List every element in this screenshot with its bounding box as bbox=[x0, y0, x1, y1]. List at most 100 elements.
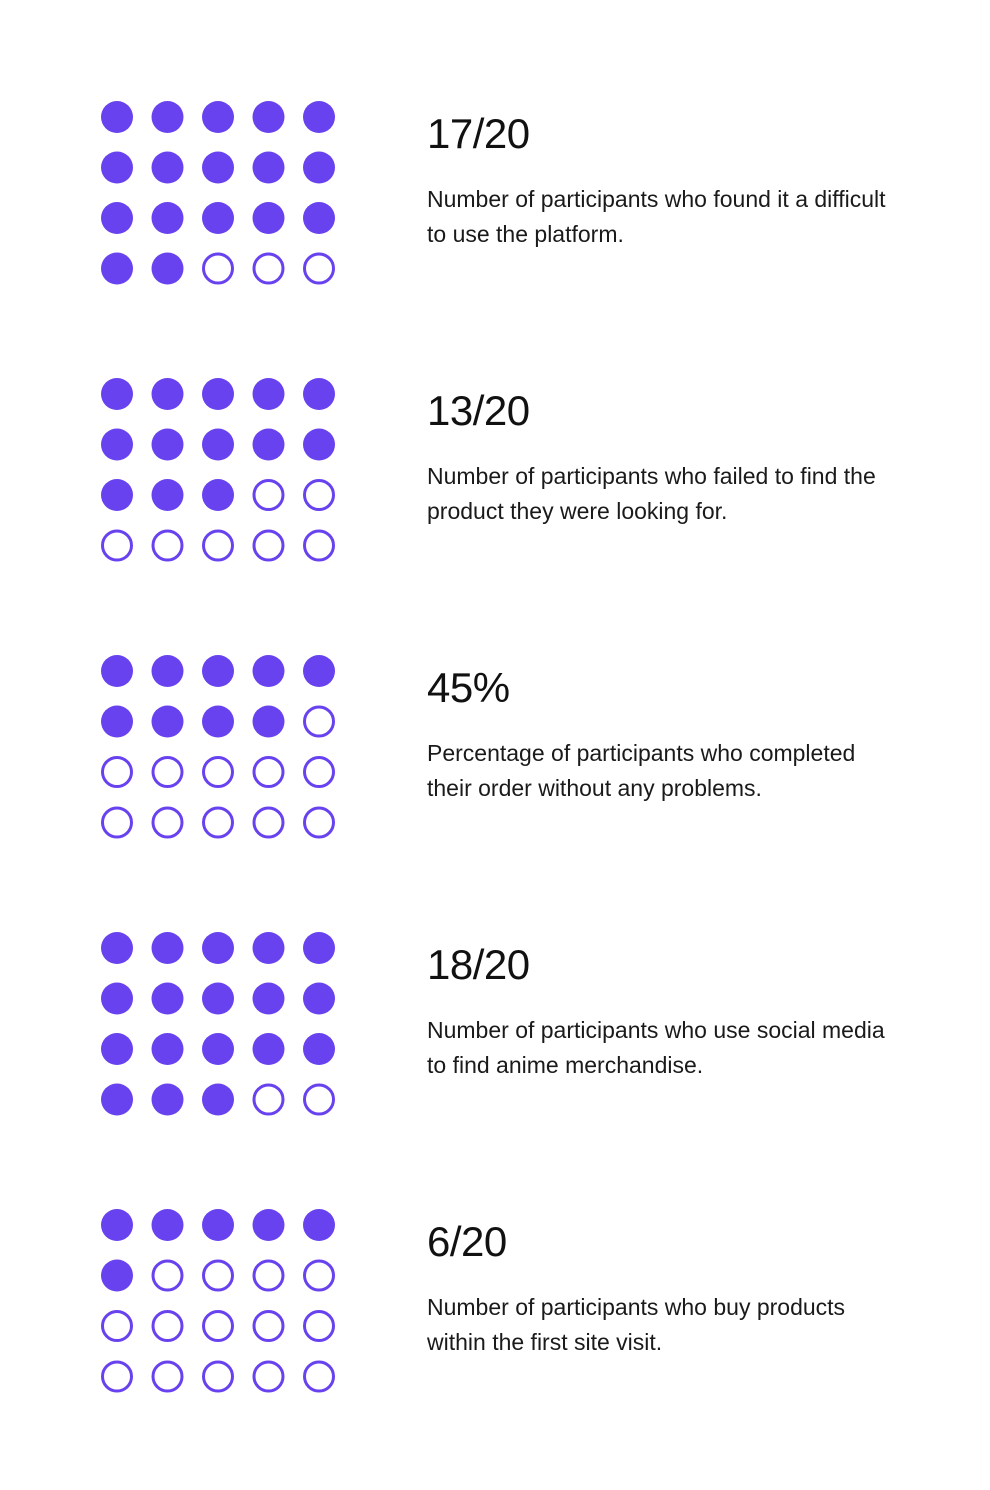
dot-empty bbox=[151, 756, 184, 788]
dot-empty bbox=[101, 529, 133, 562]
dot-empty bbox=[101, 1360, 133, 1393]
dot-filled bbox=[202, 101, 234, 133]
dot-empty bbox=[252, 1083, 285, 1116]
dot-empty bbox=[303, 756, 335, 788]
stat-description: Percentage of participants who completed… bbox=[427, 740, 856, 801]
stat-description: Number of participants who failed to fin… bbox=[427, 463, 876, 524]
dot-filled bbox=[252, 1209, 285, 1241]
dot-empty bbox=[202, 806, 234, 839]
stat-block: 6/20 Number of participants who buy prod… bbox=[0, 1208, 990, 1408]
dot-filled bbox=[101, 1259, 133, 1292]
dot-filled bbox=[252, 428, 285, 461]
stat-value: 17/20 bbox=[427, 110, 530, 157]
dot-filled bbox=[303, 655, 335, 687]
dot-empty bbox=[101, 1310, 133, 1342]
dot-filled bbox=[303, 428, 335, 461]
dot-filled bbox=[252, 101, 285, 133]
dot-matrix-svg bbox=[101, 655, 335, 839]
dot-empty bbox=[303, 1360, 335, 1393]
stat-value: 6/20 bbox=[427, 1218, 507, 1265]
dot-filled bbox=[151, 101, 184, 133]
dot-filled bbox=[252, 1033, 285, 1065]
dot-empty bbox=[101, 806, 133, 839]
stat-block: 18/20 Number of participants who use soc… bbox=[0, 931, 990, 1131]
dot-filled bbox=[202, 1083, 234, 1116]
dot-empty bbox=[252, 806, 285, 839]
dot-grid bbox=[100, 654, 335, 839]
dot-filled bbox=[202, 151, 234, 184]
dot-grid bbox=[100, 1208, 335, 1393]
dot-empty bbox=[151, 1259, 184, 1292]
dot-empty bbox=[202, 252, 234, 285]
dot-matrix-svg bbox=[101, 101, 335, 285]
dot-filled bbox=[101, 428, 133, 461]
dot-empty bbox=[303, 252, 335, 285]
dot-filled bbox=[101, 101, 133, 133]
dot-empty bbox=[252, 756, 285, 788]
dot-filled bbox=[151, 479, 184, 511]
stat-description: Number of participants who use social me… bbox=[427, 1017, 885, 1078]
dot-empty bbox=[252, 1259, 285, 1292]
stat-block: 45% Percentage of participants who compl… bbox=[0, 654, 990, 854]
stat-text: 13/20 Number of participants who failed … bbox=[427, 377, 897, 529]
dot-filled bbox=[101, 1083, 133, 1116]
dot-filled bbox=[252, 378, 285, 410]
dot-empty bbox=[303, 806, 335, 839]
stat-block: 17/20 Number of participants who found i… bbox=[0, 100, 990, 300]
dot-filled bbox=[303, 202, 335, 234]
dot-filled bbox=[202, 202, 234, 234]
dot-filled bbox=[202, 982, 234, 1015]
dot-filled bbox=[151, 202, 184, 234]
dot-empty bbox=[252, 529, 285, 562]
stat-description: Number of participants who found it a di… bbox=[427, 186, 886, 247]
dot-empty bbox=[303, 1310, 335, 1342]
dot-empty bbox=[252, 479, 285, 511]
stat-block: 13/20 Number of participants who failed … bbox=[0, 377, 990, 577]
dot-filled bbox=[303, 101, 335, 133]
dot-empty bbox=[151, 1310, 184, 1342]
dot-filled bbox=[252, 982, 285, 1015]
dot-empty bbox=[303, 1083, 335, 1116]
stat-text: 18/20 Number of participants who use soc… bbox=[427, 931, 897, 1083]
dot-filled bbox=[303, 982, 335, 1015]
dot-filled bbox=[101, 1033, 133, 1065]
dot-empty bbox=[202, 1360, 234, 1393]
dot-filled bbox=[151, 982, 184, 1015]
dot-empty bbox=[303, 705, 335, 738]
dot-filled bbox=[252, 202, 285, 234]
dot-filled bbox=[202, 705, 234, 738]
dot-filled bbox=[252, 705, 285, 738]
dot-filled bbox=[303, 932, 335, 964]
dot-empty bbox=[303, 529, 335, 562]
dot-grid bbox=[100, 931, 335, 1116]
dot-filled bbox=[202, 479, 234, 511]
dot-filled bbox=[151, 705, 184, 738]
dot-filled bbox=[202, 932, 234, 964]
dot-filled bbox=[202, 655, 234, 687]
stat-text: 45% Percentage of participants who compl… bbox=[427, 654, 897, 806]
dot-filled bbox=[151, 1209, 184, 1241]
dot-empty bbox=[202, 1259, 234, 1292]
dot-filled bbox=[101, 252, 133, 285]
dot-empty bbox=[151, 1360, 184, 1393]
dot-matrix-svg bbox=[101, 1209, 335, 1393]
stat-value: 18/20 bbox=[427, 941, 530, 988]
dot-filled bbox=[101, 151, 133, 184]
dot-filled bbox=[151, 1083, 184, 1116]
dot-filled bbox=[303, 1033, 335, 1065]
dot-filled bbox=[151, 252, 184, 285]
dot-filled bbox=[151, 378, 184, 410]
dot-filled bbox=[101, 932, 133, 964]
dot-empty bbox=[202, 1310, 234, 1342]
dot-filled bbox=[202, 1209, 234, 1241]
dot-matrix-svg bbox=[101, 378, 335, 562]
dot-filled bbox=[151, 1033, 184, 1065]
stat-value: 45% bbox=[427, 664, 510, 711]
dot-empty bbox=[151, 529, 184, 562]
dot-empty bbox=[101, 756, 133, 788]
dot-filled bbox=[101, 202, 133, 234]
dot-filled bbox=[151, 428, 184, 461]
dot-filled bbox=[202, 428, 234, 461]
dot-empty bbox=[303, 1259, 335, 1292]
dot-filled bbox=[202, 1033, 234, 1065]
